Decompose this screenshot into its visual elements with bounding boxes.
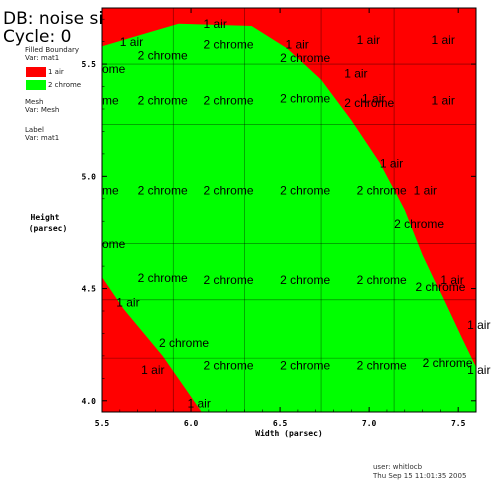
x-tick-label: 6.0 xyxy=(184,419,199,428)
legend-label-chrome: 2 chrome xyxy=(48,81,82,89)
x-axis-title: Width (parsec) xyxy=(255,428,322,438)
material-label: 1 air xyxy=(467,318,490,332)
material-label: 1 air xyxy=(116,296,139,310)
material-label: 2 chrome xyxy=(357,358,407,372)
material-label: 1 air xyxy=(440,273,463,287)
material-label: 1 air xyxy=(357,33,380,47)
material-label: 1 air xyxy=(414,183,437,197)
material-label: ome xyxy=(102,62,126,76)
x-tick-label: 5.5 xyxy=(95,419,110,428)
y-axis-title: Height xyxy=(31,212,60,222)
material-label: 1 air xyxy=(187,397,210,411)
legend-label-plot-variable: Var: mat1 xyxy=(25,134,60,142)
material-label: 2 chrome xyxy=(138,183,188,197)
y-tick-label: 5.0 xyxy=(82,172,97,181)
material-label: 1 air xyxy=(120,35,143,49)
y-axis-title-unit: (parsec) xyxy=(29,224,68,233)
material-label: 1 air xyxy=(467,363,490,377)
material-label: 2 chrome xyxy=(138,271,188,285)
material-label: 1 air xyxy=(204,17,227,31)
material-label: 2 chrome xyxy=(204,273,254,287)
material-label: me xyxy=(102,183,119,197)
material-label: 2 chrome xyxy=(204,37,254,51)
material-label: 2 chrome xyxy=(357,273,407,287)
material-label: 2 chrome xyxy=(138,49,188,63)
material-label: 2 chrome xyxy=(280,183,330,197)
plot-frame xyxy=(101,7,477,413)
legend-plot-title: Filled Boundary xyxy=(25,46,80,54)
material-label: 1 air xyxy=(141,363,164,377)
material-label: 2 chrome xyxy=(394,217,444,231)
database-title: DB: noise silo xyxy=(3,9,119,29)
legend-label-plot-title: Label xyxy=(25,126,44,134)
legend-mesh-variable: Var: Mesh xyxy=(25,106,60,114)
x-tick-label: 7.5 xyxy=(451,419,466,428)
material-label: 1 air xyxy=(431,33,454,47)
material-label: 2 chrome xyxy=(204,358,254,372)
legend-swatch-chrome xyxy=(26,80,46,90)
footer-user: user: whitlocb xyxy=(373,463,423,471)
material-label: 2 chrome xyxy=(159,336,209,350)
material-label: ome xyxy=(102,237,126,251)
material-label: 2 chrome xyxy=(204,94,254,108)
region-chrome-0 xyxy=(102,23,476,412)
x-tick-label: 7.0 xyxy=(362,419,377,428)
material-label: 2 chrome xyxy=(280,273,330,287)
material-label: 2 chrome xyxy=(204,183,254,197)
material-label: 2 chrome xyxy=(280,51,330,65)
x-tick-label: 6.5 xyxy=(273,419,288,428)
legend-mesh-title: Mesh xyxy=(25,98,44,106)
material-label: 1 air xyxy=(362,91,385,105)
material-label: 2 chrome xyxy=(280,91,330,105)
footer-date: Thu Sep 15 11:01:35 2005 xyxy=(373,472,467,480)
material-label: me xyxy=(102,94,119,108)
material-label: 1 air xyxy=(285,37,308,51)
legend-plot-variable: Var: mat1 xyxy=(25,54,60,62)
y-tick-label: 4.0 xyxy=(82,397,97,406)
material-label: 2 chrome xyxy=(423,356,473,370)
y-tick-label: 4.5 xyxy=(82,285,97,294)
material-label: 2 chrome xyxy=(138,94,188,108)
material-label: 2 chrome xyxy=(357,183,407,197)
cycle-label: Cycle: 0 xyxy=(3,27,72,47)
material-label: 2 chrome xyxy=(280,358,330,372)
material-label: 1 air xyxy=(431,94,454,108)
material-label: 2 chrome xyxy=(344,96,394,110)
legend-swatch-air xyxy=(26,67,46,77)
material-label: 2 chrome xyxy=(415,280,465,294)
legend-label-air: 1 air xyxy=(48,68,64,76)
y-tick-label: 5.5 xyxy=(82,60,97,69)
material-label: 1 air xyxy=(344,67,367,81)
material-label: 1 air xyxy=(380,156,403,170)
